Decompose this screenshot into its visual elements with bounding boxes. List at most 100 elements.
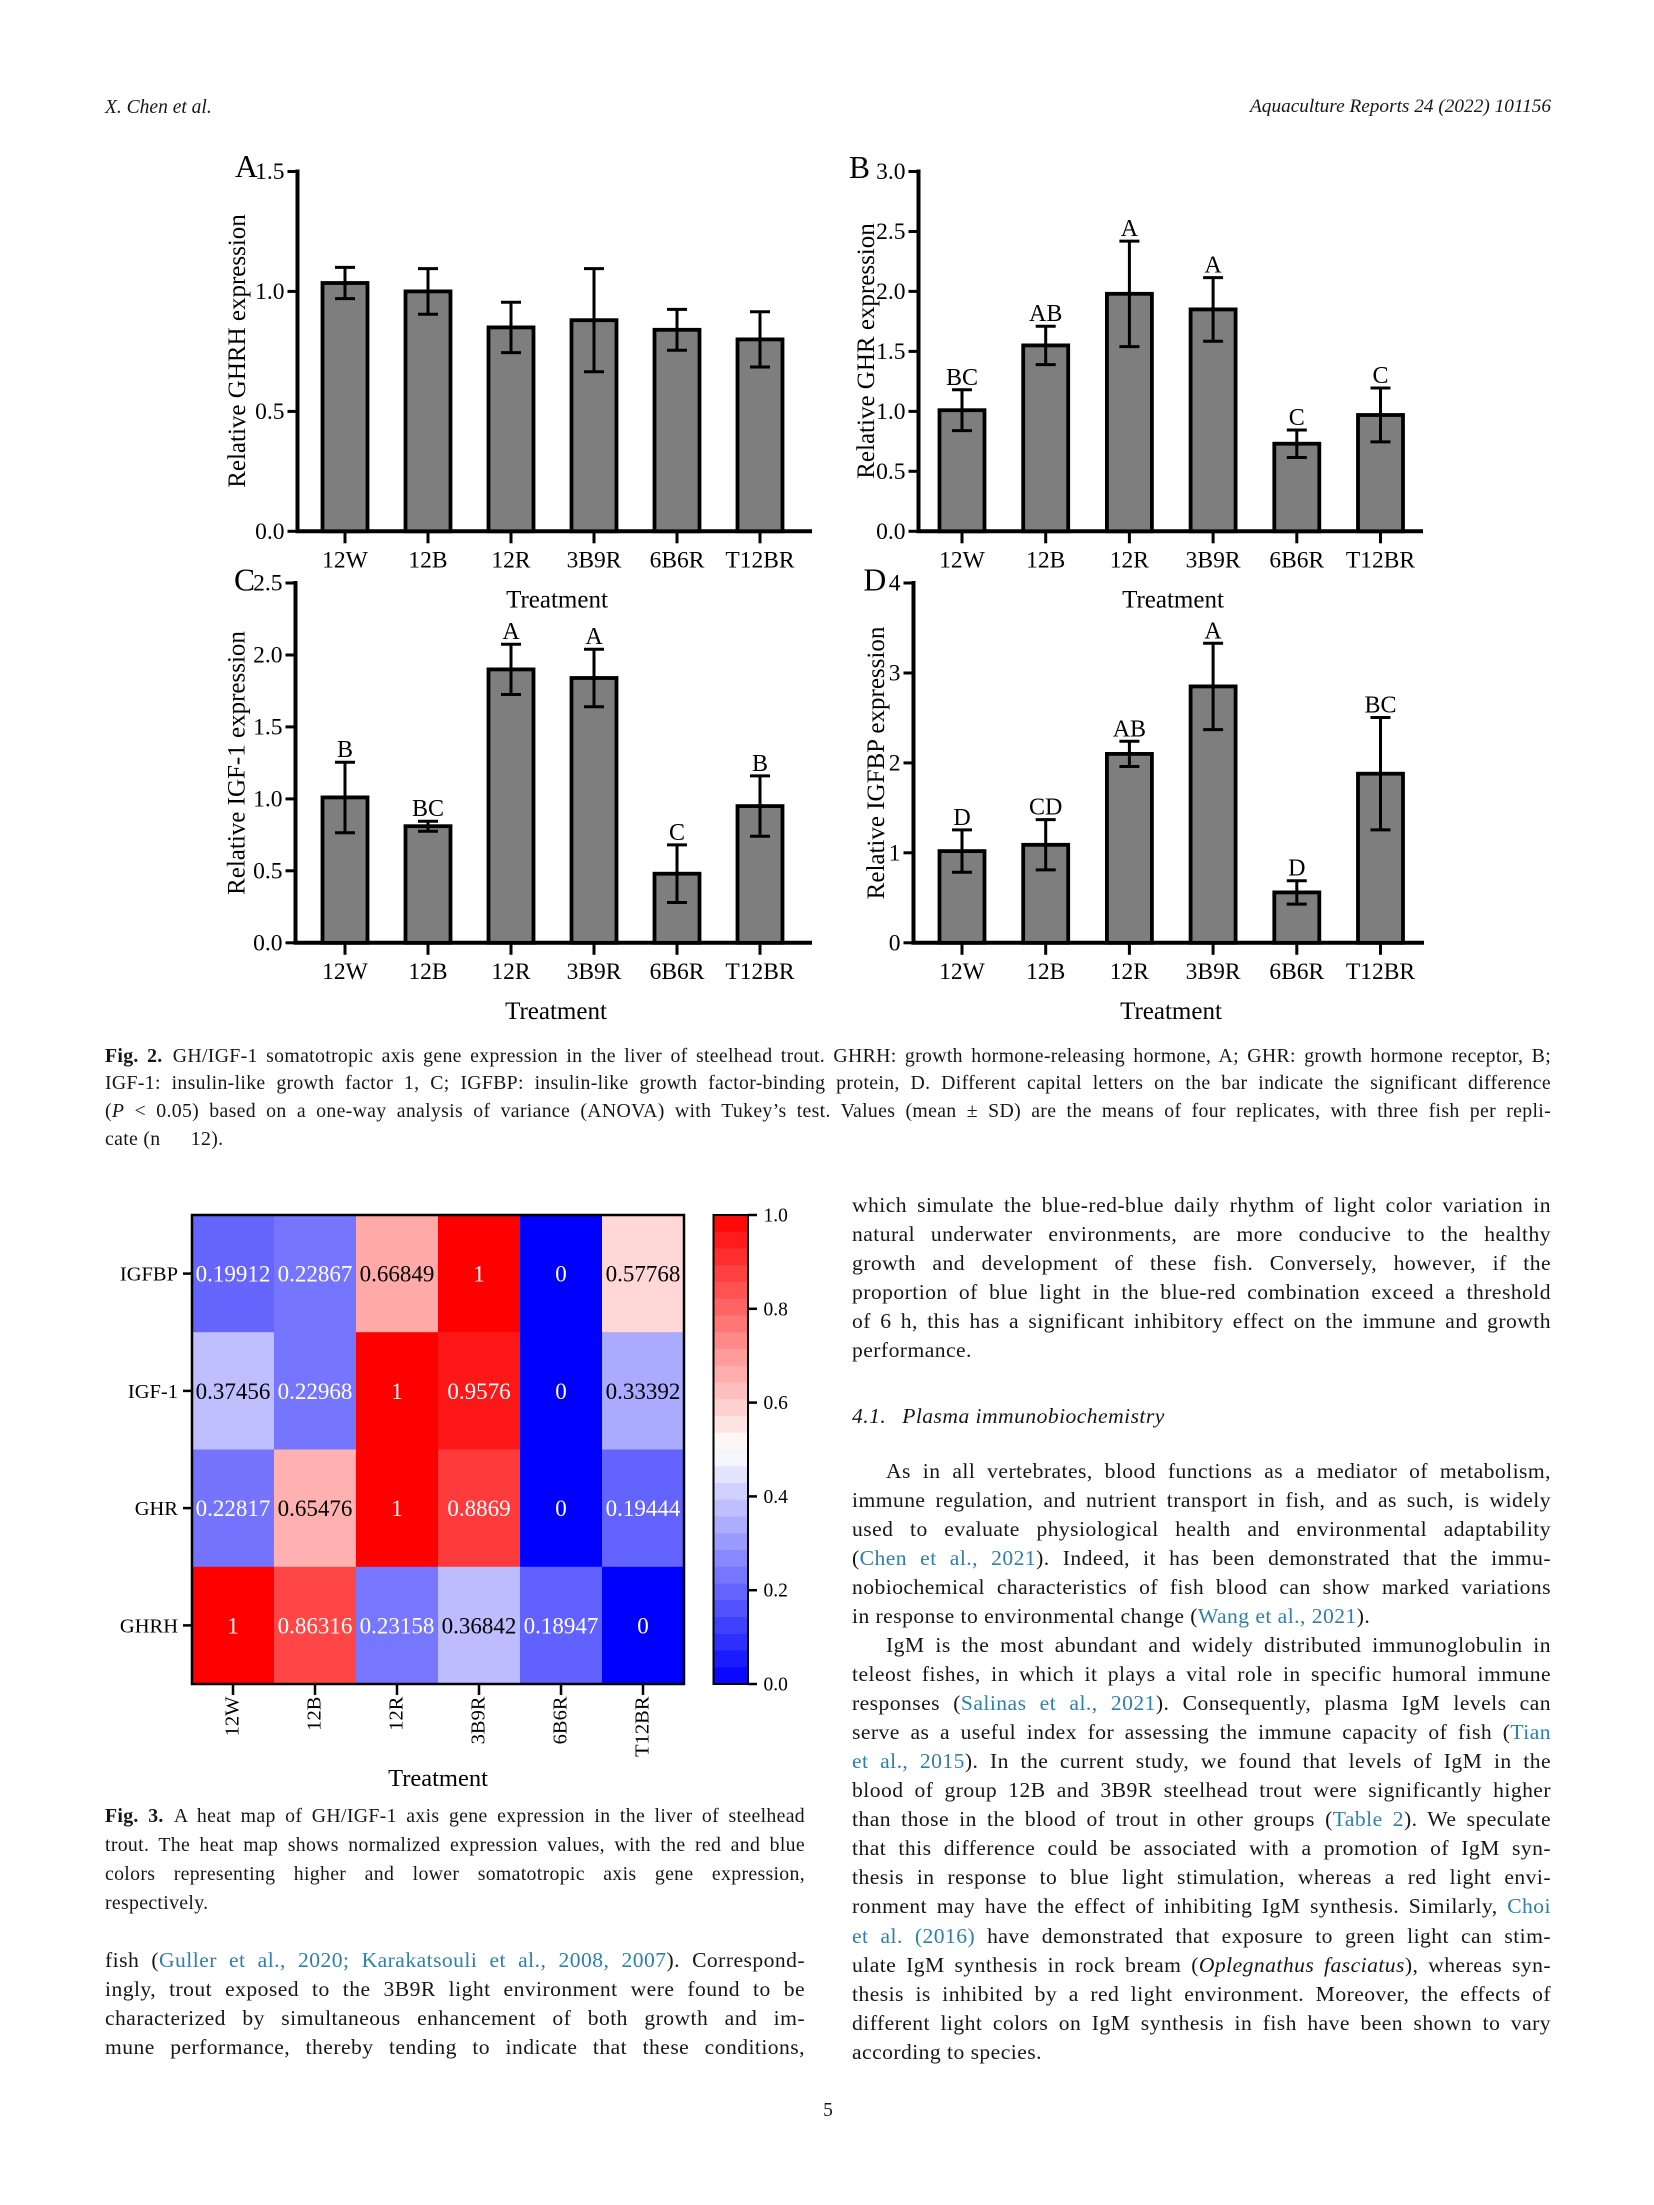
svg-text:0.18947: 0.18947 — [524, 1613, 599, 1638]
svg-text:C: C — [669, 820, 685, 846]
svg-text:6B6R: 6B6R — [1269, 959, 1324, 985]
svg-text:AB: AB — [1029, 301, 1062, 327]
svg-text:0.66849: 0.66849 — [360, 1262, 435, 1287]
svg-text:0: 0 — [637, 1613, 649, 1638]
svg-text:AB: AB — [1113, 716, 1146, 742]
svg-text:T12BR: T12BR — [1346, 547, 1416, 573]
svg-text:BC: BC — [1364, 693, 1396, 719]
svg-text:1.5: 1.5 — [876, 339, 905, 365]
svg-text:3B9R: 3B9R — [468, 1696, 490, 1744]
svg-text:3B9R: 3B9R — [567, 547, 622, 573]
svg-text:1: 1 — [391, 1496, 403, 1521]
svg-text:GHRH: GHRH — [120, 1615, 178, 1637]
svg-text:0.65476: 0.65476 — [278, 1496, 353, 1521]
svg-text:0: 0 — [555, 1496, 567, 1521]
svg-text:12W: 12W — [322, 959, 369, 985]
svg-text:2.0: 2.0 — [253, 643, 282, 669]
svg-text:0.19444: 0.19444 — [606, 1496, 681, 1521]
svg-text:0.2: 0.2 — [764, 1581, 788, 1602]
svg-text:BC: BC — [412, 796, 444, 822]
svg-text:3B9R: 3B9R — [1186, 959, 1241, 985]
svg-text:0: 0 — [555, 1262, 567, 1287]
svg-text:12B: 12B — [304, 1697, 326, 1731]
svg-text:1.0: 1.0 — [764, 1206, 788, 1227]
svg-text:12R: 12R — [1110, 547, 1150, 573]
svg-text:0.57768: 0.57768 — [606, 1262, 681, 1287]
svg-text:2: 2 — [889, 751, 901, 777]
svg-text:0.5: 0.5 — [255, 399, 284, 425]
svg-text:Relative IGF-1 expression: Relative IGF-1 expression — [224, 631, 251, 895]
svg-text:2.5: 2.5 — [876, 219, 905, 245]
svg-text:0.4: 0.4 — [764, 1487, 789, 1508]
svg-text:12W: 12W — [222, 1696, 244, 1737]
svg-text:0.5: 0.5 — [253, 858, 282, 884]
svg-text:0.23158: 0.23158 — [360, 1613, 435, 1638]
svg-text:0.37456: 0.37456 — [196, 1379, 271, 1404]
svg-text:6B6R: 6B6R — [550, 1696, 572, 1744]
svg-text:12B: 12B — [408, 547, 447, 573]
svg-text:3: 3 — [889, 661, 901, 687]
svg-text:BC: BC — [946, 365, 978, 391]
svg-text:1.5: 1.5 — [253, 715, 282, 741]
svg-text:A: A — [585, 624, 603, 650]
svg-text:12B: 12B — [408, 959, 447, 985]
svg-text:0.22817: 0.22817 — [196, 1496, 271, 1521]
svg-text:Treatment: Treatment — [1122, 586, 1224, 613]
svg-text:A: A — [1204, 253, 1222, 279]
svg-text:Relative GHRH expression: Relative GHRH expression — [224, 214, 251, 488]
svg-text:0.0: 0.0 — [876, 519, 905, 545]
svg-text:12B: 12B — [1026, 959, 1065, 985]
svg-text:1: 1 — [391, 1379, 403, 1404]
svg-text:A: A — [235, 149, 258, 184]
svg-text:3.0: 3.0 — [876, 159, 905, 185]
svg-text:B: B — [752, 751, 768, 777]
svg-text:Relative GHR expression: Relative GHR expression — [853, 223, 880, 479]
svg-text:0.8869: 0.8869 — [447, 1496, 510, 1521]
svg-text:0.22968: 0.22968 — [278, 1379, 353, 1404]
svg-text:12W: 12W — [939, 547, 986, 573]
svg-text:D: D — [1288, 856, 1305, 882]
svg-text:T12BR: T12BR — [725, 959, 795, 985]
svg-text:Treatment: Treatment — [388, 1765, 488, 1792]
svg-text:0.33392: 0.33392 — [606, 1379, 681, 1404]
svg-text:0.9576: 0.9576 — [447, 1379, 510, 1404]
svg-text:3B9R: 3B9R — [1186, 547, 1241, 573]
svg-text:0.22867: 0.22867 — [278, 1262, 353, 1287]
svg-text:2.5: 2.5 — [253, 571, 282, 597]
svg-text:12R: 12R — [1110, 959, 1150, 985]
svg-text:T12BR: T12BR — [632, 1696, 654, 1757]
svg-text:C: C — [1289, 405, 1305, 431]
svg-text:0.86316: 0.86316 — [278, 1613, 353, 1638]
svg-text:0.19912: 0.19912 — [196, 1262, 271, 1287]
svg-text:0: 0 — [889, 930, 901, 956]
svg-text:1: 1 — [227, 1613, 239, 1638]
svg-text:0.0: 0.0 — [255, 519, 284, 545]
svg-text:2.0: 2.0 — [876, 279, 905, 305]
svg-text:B: B — [337, 737, 353, 763]
svg-text:6B6R: 6B6R — [650, 959, 705, 985]
svg-text:T12BR: T12BR — [1346, 959, 1416, 985]
svg-text:D: D — [864, 563, 887, 598]
svg-text:1.0: 1.0 — [876, 399, 905, 425]
svg-text:12W: 12W — [322, 547, 369, 573]
svg-text:A: A — [502, 619, 520, 645]
svg-text:1.0: 1.0 — [253, 787, 282, 813]
svg-text:Treatment: Treatment — [506, 586, 608, 613]
svg-text:Treatment: Treatment — [1120, 998, 1222, 1025]
svg-text:1.0: 1.0 — [255, 279, 284, 305]
svg-text:A: A — [1121, 216, 1139, 242]
svg-text:1: 1 — [473, 1262, 485, 1287]
svg-text:GHR: GHR — [135, 1498, 179, 1520]
svg-text:3B9R: 3B9R — [567, 959, 622, 985]
svg-text:C: C — [1372, 363, 1388, 389]
svg-text:6B6R: 6B6R — [650, 547, 705, 573]
svg-text:1.5: 1.5 — [255, 159, 284, 185]
svg-text:D: D — [953, 805, 970, 831]
svg-text:12B: 12B — [1026, 547, 1065, 573]
svg-text:Relative IGFBP expression: Relative IGFBP expression — [863, 626, 890, 899]
svg-text:0.5: 0.5 — [876, 459, 905, 485]
svg-text:CD: CD — [1029, 795, 1062, 821]
svg-text:0.0: 0.0 — [253, 930, 282, 956]
svg-text:0: 0 — [555, 1379, 567, 1404]
svg-text:T12BR: T12BR — [725, 547, 795, 573]
